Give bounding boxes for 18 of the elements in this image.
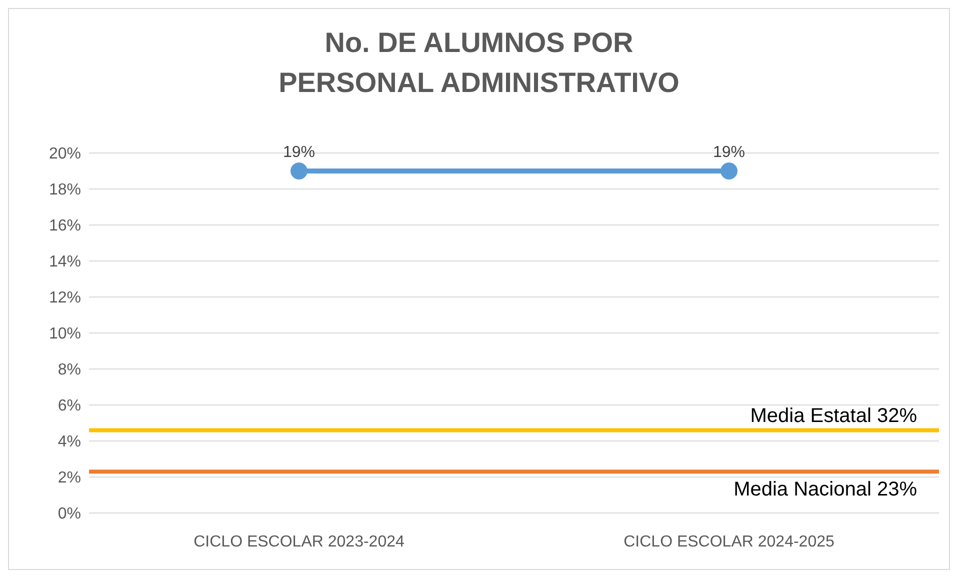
x-tick-label: CICLO ESCOLAR 2024-2025 (624, 533, 834, 550)
x-tick-label: CICLO ESCOLAR 2023-2024 (194, 533, 404, 550)
y-tick-label: 14% (48, 254, 81, 271)
chart-title: No. DE ALUMNOS POR PERSONAL ADMINISTRATIVO (278, 26, 680, 100)
data-label: 19% (282, 144, 316, 161)
y-tick-label: 0% (58, 506, 81, 523)
y-tick-label: 8% (58, 362, 81, 379)
y-tick-label: 2% (58, 470, 81, 487)
ref-line-label: Media Estatal 32% (750, 405, 918, 428)
y-tick-label: 12% (48, 290, 81, 307)
y-tick-label: 6% (58, 398, 81, 415)
ref-line-label: Media Nacional 23% (734, 478, 918, 501)
data-label: 19% (712, 144, 746, 161)
y-tick-label: 18% (48, 182, 81, 199)
y-tick-label: 4% (58, 434, 81, 451)
y-tick-label: 20% (48, 146, 81, 163)
y-tick-label: 10% (48, 326, 81, 343)
y-tick-label: 16% (48, 218, 81, 235)
